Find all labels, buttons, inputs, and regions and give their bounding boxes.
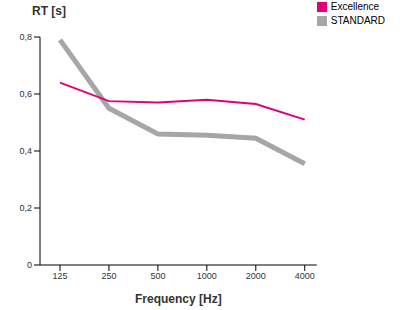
html-text:Excellence: Excellence: [330, 1, 380, 12]
svg-text:0,2: 0,2: [19, 203, 32, 213]
svg-text:125: 125: [52, 271, 67, 281]
svg-text:0,8: 0,8: [19, 32, 32, 42]
svg-text:4000: 4000: [295, 271, 315, 281]
svg-text:250: 250: [101, 271, 116, 281]
svg-text:2000: 2000: [246, 271, 266, 281]
svg-text:0,4: 0,4: [19, 146, 32, 156]
svg-text:0: 0: [27, 260, 32, 270]
svg-text:500: 500: [150, 271, 165, 281]
html-text:RT [s]: RT [s]: [32, 4, 66, 18]
svg-text:Frequency [Hz]: Frequency [Hz]: [135, 292, 222, 306]
svg-text:0,6: 0,6: [19, 89, 32, 99]
html-text:STANDARD: STANDARD: [330, 15, 385, 26]
svg-text:1000: 1000: [197, 271, 217, 281]
